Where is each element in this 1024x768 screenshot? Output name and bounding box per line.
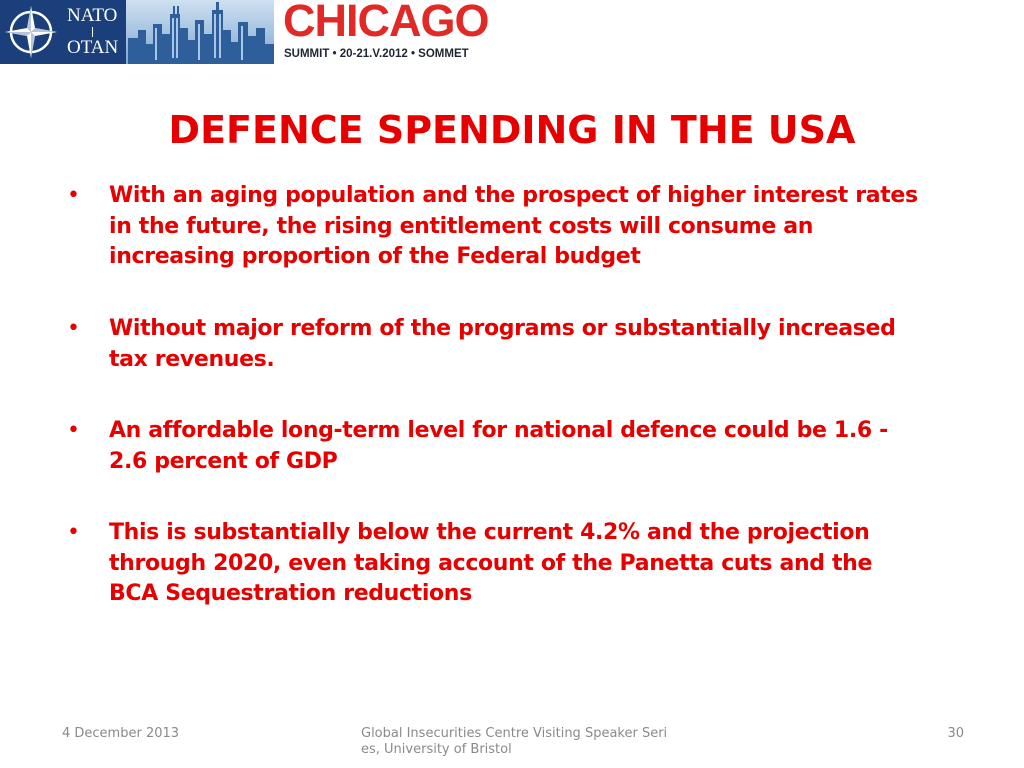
bullet-line: tax revenues.: [109, 346, 275, 372]
summit-title: CHICAGO: [283, 0, 489, 46]
city-skyline-icon: [126, 0, 274, 64]
bullet-line: in the future, the rising entitlement co…: [109, 213, 814, 239]
bullet-marker: •: [67, 520, 80, 545]
bullet-line: 2.6 percent of GDP: [109, 448, 338, 474]
bullet-line: This is substantially below the current …: [109, 520, 870, 545]
bullet-line: increasing proportion of the Federal bud…: [109, 244, 641, 269]
bullet-line: With an aging population and the prospec…: [109, 183, 918, 208]
bullet-text: This is substantially below the current …: [109, 518, 979, 610]
nato-name: NATO: [67, 5, 118, 26]
footer-date: 4 December 2013: [62, 726, 180, 741]
summit-subtitle: SUMMIT • 20-21.V.2012 • SOMMET: [284, 48, 469, 60]
bullet-text: With an aging population and the prospec…: [109, 181, 979, 273]
nato-otan-wordmark: NATO OTAN: [62, 0, 126, 64]
bullet-line: An affordable long-term level for nation…: [109, 418, 888, 443]
bullet-marker: •: [67, 418, 80, 443]
wordmark-divider: [92, 27, 93, 37]
summit-banner: NATO OTAN: [0, 0, 500, 64]
bullet-marker: •: [67, 316, 80, 341]
bullet-line: BCA Sequestration reductions: [109, 581, 472, 606]
slide-title: DEFENCE SPENDING IN THE USA: [168, 108, 856, 152]
bullet-text: An affordable long-term level for nation…: [109, 416, 979, 477]
page-number: 30: [947, 726, 964, 741]
otan-name: OTAN: [67, 37, 119, 58]
nato-compass-icon: [0, 0, 62, 64]
bullet-line: Without major reform of the programs or …: [109, 316, 896, 341]
bullet-marker: •: [67, 183, 80, 208]
footer-center-text: Global Insecurities Centre Visiting Spea…: [361, 726, 668, 757]
bullet-text: Without major reform of the programs or …: [109, 314, 979, 375]
bullet-line: through 2020, even taking account of the…: [109, 550, 873, 576]
